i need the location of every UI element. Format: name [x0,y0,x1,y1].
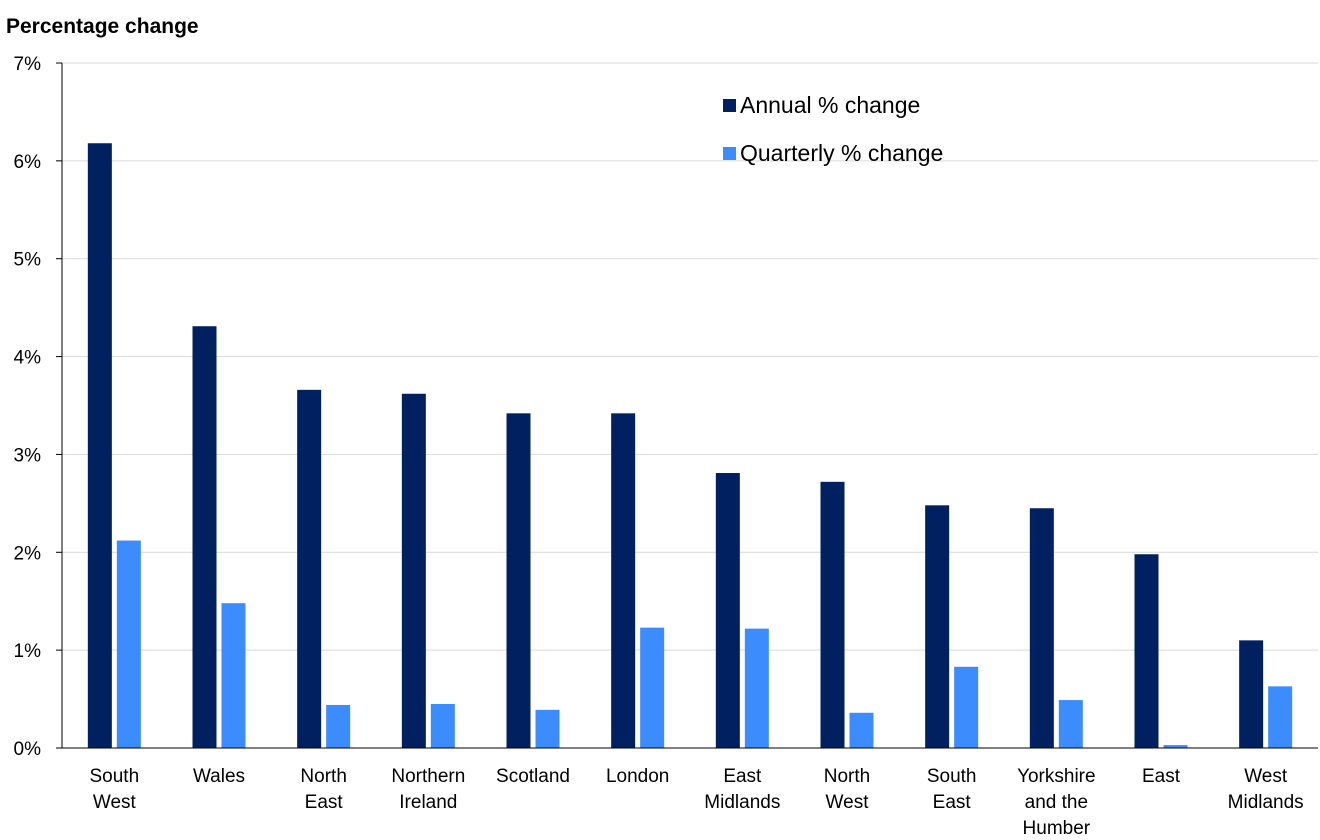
category-label-line: London [606,766,669,787]
category-label-line: East [723,766,762,787]
category-label-line: Yorkshire [1017,766,1096,787]
category-label: East [1142,766,1181,787]
y-axis-title: Percentage change [6,15,199,38]
category-label: Yorkshire and the Humber [1017,766,1096,839]
axes: 0% 1% 2% 3% 4% 5% 6% 7% [14,54,1318,760]
legend: Annual % change Quarterly % change [723,92,943,166]
y-tick-label: 1% [14,641,42,662]
bar-annual-5 [611,413,636,748]
category-label: North East [300,766,346,813]
bar-quarterly-0 [116,540,141,748]
legend-swatch-annual [723,99,736,112]
category-label: Wales [193,766,245,787]
category-label-line: West [826,792,870,813]
y-tick-label: 7% [14,54,42,75]
y-tick-label: 4% [14,348,42,369]
category-label-line: Ireland [399,792,457,813]
bar-annual-6 [715,473,740,748]
category-labels: South West Wales North East Northern Ireland Sc… [90,766,1304,839]
bar-quarterly-8 [954,666,979,748]
bar-annual-8 [925,505,950,748]
category-label-line: South [927,766,977,787]
category-label-line: Midlands [704,792,780,813]
legend-label-annual: Annual % change [740,92,920,118]
category-label-line: North [300,766,346,787]
bar-quarterly-5 [640,627,665,748]
bar-quarterly-1 [221,603,246,748]
category-label-line: South [90,766,140,787]
category-label-line: Northern [391,766,465,787]
y-tick-label: 3% [14,445,42,466]
bar-quarterly-3 [430,703,455,748]
category-label-line: and the [1025,792,1088,813]
bar-annual-3 [401,393,426,748]
bar-quarterly-7 [849,712,874,748]
category-label-line: East [933,792,972,813]
bar-quarterly-11 [1268,686,1293,748]
category-label-line: Wales [193,766,245,787]
category-label-line: Midlands [1228,792,1304,813]
category-label-line: Scotland [496,766,570,787]
legend-swatch-quarterly [723,147,736,160]
grid-lines [62,62,1318,651]
category-label: North West [824,766,870,813]
category-label-line: West [1244,766,1288,787]
category-label-line: Humber [1023,818,1091,839]
category-label-line: East [305,792,344,813]
y-tick-label: 6% [14,152,42,173]
legend-label-quarterly: Quarterly % change [740,140,943,166]
bar-quarterly-10 [1163,745,1188,748]
category-label-line: West [93,792,137,813]
y-tick-label: 0% [14,739,42,760]
category-label: Northern Ireland [391,766,465,813]
bar-quarterly-4 [535,709,560,748]
y-tick-label: 5% [14,250,42,271]
bars [87,143,1293,748]
category-label-line: North [824,766,870,787]
bar-annual-1 [192,326,217,748]
bar-annual-9 [1029,508,1054,748]
category-label: London [606,766,669,787]
bar-annual-0 [87,143,112,748]
bar-quarterly-6 [744,628,769,748]
category-label: Scotland [496,766,570,787]
category-label: South East [927,766,977,813]
category-label-line: East [1142,766,1181,787]
bar-quarterly-9 [1058,700,1083,748]
bar-annual-10 [1134,554,1159,748]
category-label: West Midlands [1228,766,1304,813]
y-tick-label: 2% [14,543,42,564]
bar-annual-7 [820,481,845,748]
bar-quarterly-2 [326,704,351,748]
bar-annual-2 [297,389,322,748]
bar-annual-4 [506,413,531,748]
category-label: East Midlands [704,766,780,813]
category-label: South West [90,766,140,813]
bar-annual-11 [1239,640,1264,748]
